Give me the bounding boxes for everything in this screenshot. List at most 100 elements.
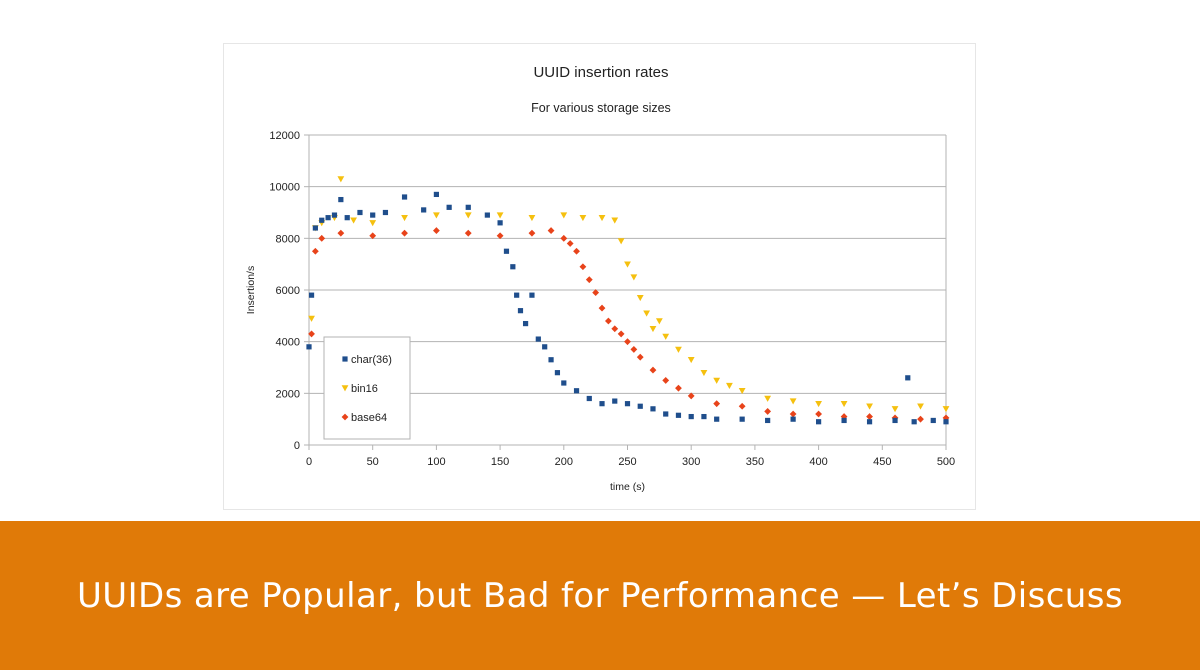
data-point-base64	[815, 410, 822, 418]
data-point-char36	[599, 401, 605, 407]
data-point-base64	[369, 232, 377, 240]
data-point-char36	[446, 204, 452, 210]
x-tick-label: 150	[491, 456, 509, 468]
data-point-base64	[311, 247, 319, 255]
data-point-base64	[713, 400, 721, 408]
data-point-bin16	[350, 217, 357, 224]
x-tick-label: 50	[367, 456, 379, 468]
data-point-char36	[586, 395, 592, 402]
data-point-base64	[764, 408, 772, 415]
data-point-char36	[739, 416, 745, 422]
y-tick-label: 4000	[276, 337, 300, 349]
x-tick-label: 350	[746, 456, 764, 468]
data-point-char36	[790, 416, 796, 422]
headline-banner: UUIDs are Popular, but Bad for Performan…	[0, 521, 1200, 670]
data-point-char36	[484, 212, 490, 218]
data-point-char36	[325, 215, 331, 221]
data-point-base64	[630, 346, 638, 353]
data-point-base64	[662, 377, 670, 384]
data-point-char36	[637, 403, 643, 409]
data-point-bin16	[624, 261, 631, 268]
data-point-bin16	[308, 315, 315, 322]
data-point-char36	[306, 344, 312, 350]
data-point-base64	[649, 366, 657, 374]
data-point-char36	[331, 212, 338, 218]
data-point-bin16	[866, 403, 873, 410]
legend-marker	[341, 385, 349, 392]
data-point-base64	[308, 330, 315, 338]
data-point-char36	[554, 370, 561, 376]
data-point-bin16	[726, 382, 733, 389]
data-point-bin16	[662, 333, 670, 340]
data-point-char36	[529, 292, 535, 298]
legend-marker	[342, 356, 348, 362]
data-point-char36	[663, 411, 669, 417]
data-point-char36	[503, 248, 510, 254]
data-point-base64	[942, 414, 950, 422]
data-point-bin16	[401, 214, 408, 222]
data-point-base64	[592, 289, 600, 296]
scatter-chart: UUID insertion rates For various storage …	[245, 64, 955, 493]
data-point-char36	[312, 225, 318, 231]
data-point-base64	[528, 229, 536, 237]
data-point-char36	[542, 344, 548, 350]
data-point-bin16	[713, 377, 721, 384]
data-point-base64	[566, 240, 574, 247]
data-point-bin16	[738, 388, 746, 395]
x-tick-label: 200	[555, 456, 573, 468]
data-point-char36	[841, 417, 847, 424]
legend-box	[323, 336, 411, 440]
data-point-char36	[465, 204, 471, 210]
data-point-base64	[401, 229, 408, 237]
data-point-bin16	[687, 357, 695, 364]
chart-container: UUID insertion rates For various storage …	[223, 43, 976, 510]
data-point-bin16	[611, 217, 619, 224]
data-point-char36	[688, 413, 694, 420]
data-point-char36	[612, 398, 618, 404]
data-point-bin16	[917, 403, 924, 410]
data-point-bin16	[464, 212, 472, 219]
data-point-base64	[464, 229, 472, 237]
data-point-base64	[789, 410, 797, 418]
data-point-base64	[560, 234, 568, 242]
data-point-base64	[866, 413, 873, 420]
data-point-char36	[514, 292, 520, 298]
data-point-base64	[598, 304, 606, 312]
data-point-char36	[892, 417, 898, 424]
data-point-base64	[579, 263, 587, 271]
data-point-char36	[308, 292, 315, 298]
data-point-bin16	[789, 398, 797, 405]
data-point-base64	[611, 325, 619, 333]
data-point-char36	[517, 308, 524, 314]
data-point-char36	[497, 220, 503, 226]
y-tick-label: 6000	[276, 285, 300, 297]
y-tick-label: 12000	[269, 130, 300, 142]
data-point-bin16	[433, 212, 440, 219]
headline-text: UUIDs are Popular, but Bad for Performan…	[77, 575, 1123, 616]
data-point-base64	[496, 232, 504, 240]
data-point-char36	[401, 194, 408, 200]
y-tick-label: 0	[294, 440, 300, 452]
x-tick-label: 300	[682, 456, 700, 468]
data-point-bin16	[337, 176, 345, 183]
legend-label: char(36)	[351, 354, 392, 366]
data-point-char36	[433, 191, 439, 198]
data-point-bin16	[496, 212, 504, 219]
data-point-char36	[370, 212, 376, 218]
data-point-base64	[917, 415, 924, 423]
legend-label: bin16	[351, 383, 378, 395]
data-point-char36	[943, 419, 949, 425]
y-tick-label: 8000	[276, 233, 300, 245]
data-point-base64	[738, 402, 746, 410]
chart-subtitle: For various storage sizes	[531, 101, 671, 115]
data-point-base64	[687, 392, 695, 400]
data-point-bin16	[630, 274, 638, 281]
data-point-char36	[344, 215, 350, 221]
data-point-bin16	[700, 369, 708, 377]
data-point-base64	[433, 227, 440, 234]
data-point-char36	[675, 412, 682, 418]
y-axis-label: Insertion/s	[245, 266, 257, 314]
data-point-bin16	[617, 238, 625, 245]
data-point-bin16	[643, 310, 651, 317]
data-point-bin16	[579, 214, 587, 222]
